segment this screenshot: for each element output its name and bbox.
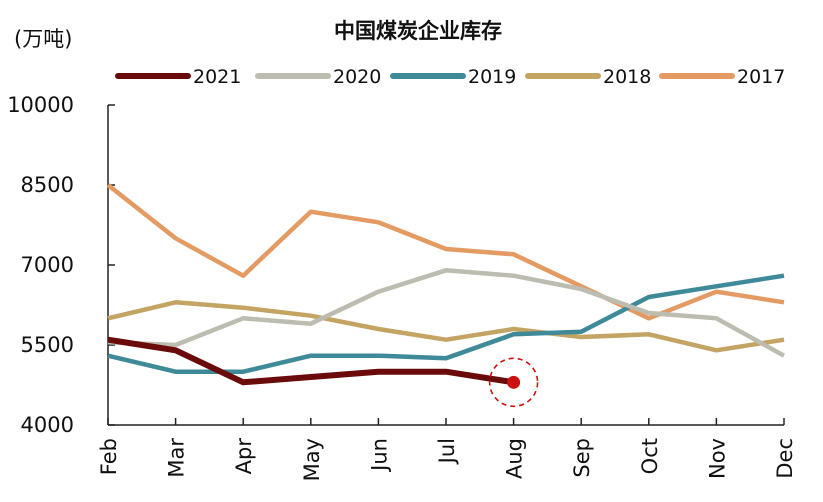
legend-label-2020: 2020 (333, 66, 381, 88)
x-tick-label: Aug (503, 438, 527, 479)
legend-label-2019: 2019 (468, 66, 516, 88)
highlight-marks (488, 357, 539, 408)
series-lines (106, 183, 786, 386)
x-tick-label: Jul (435, 438, 459, 465)
axes: 4000 5500 7000 8500 10000 Feb Mar Apr May Jun Jul A… (7, 93, 797, 481)
x-tick-label: Feb (97, 438, 121, 475)
x-tick-label: Nov (705, 438, 729, 479)
legend-label-2018: 2018 (603, 66, 651, 88)
y-tick-label: 8500 (21, 173, 74, 197)
x-tick-label: Mar (165, 438, 189, 478)
x-tick-label: May (300, 438, 324, 481)
y-tick-label: 4000 (21, 413, 74, 437)
highlight-point (507, 375, 521, 389)
series-line-2018 (107, 300, 785, 353)
y-tick-label: 7000 (21, 253, 74, 277)
series-line-2020 (107, 268, 786, 358)
legend: 2021 2020 2019 2018 2017 (115, 66, 785, 88)
chart-title: 中国煤炭企业库存 (334, 19, 502, 43)
x-tick-label: Sep (570, 438, 594, 478)
series-line-2021 (107, 336, 515, 386)
legend-label-2017: 2017 (737, 66, 785, 88)
x-tick-label: Dec (773, 438, 797, 479)
x-tick-label: Apr (232, 438, 256, 475)
y-tick-label: 5500 (21, 333, 74, 357)
legend-label-2021: 2021 (193, 66, 241, 88)
x-tick-label: Jun (367, 438, 391, 473)
highlight-ring (488, 357, 539, 408)
series-line-2019 (107, 273, 785, 374)
series-line-2017 (106, 183, 785, 321)
y-tick-label: 10000 (7, 93, 74, 117)
y-axis-unit-label: (万吨) (14, 27, 72, 51)
x-tick-label: Oct (638, 438, 662, 474)
